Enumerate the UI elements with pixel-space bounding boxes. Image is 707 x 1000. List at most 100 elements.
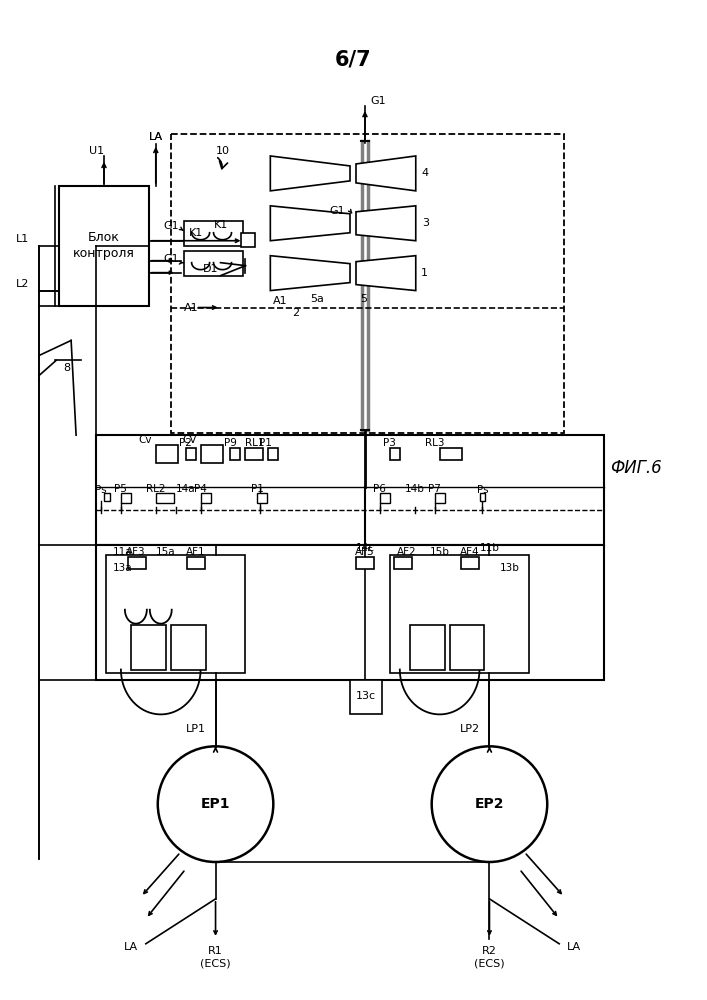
Text: 3: 3 [422, 218, 428, 228]
Text: 6/7: 6/7 [334, 49, 371, 69]
FancyArrowPatch shape [218, 158, 228, 169]
Text: 2: 2 [292, 308, 299, 318]
Text: (ECS): (ECS) [200, 959, 231, 969]
Text: P7: P7 [428, 484, 441, 494]
Text: G1: G1 [163, 254, 179, 264]
Bar [257, 493, 267, 503]
Text: AF4: AF4 [460, 547, 479, 557]
Text: A1: A1 [273, 296, 288, 306]
Text: R1: R1 [208, 946, 223, 956]
Text: 10: 10 [216, 146, 230, 156]
Bar [131, 625, 165, 670]
Text: AF3: AF3 [126, 547, 146, 557]
Bar [184, 221, 243, 246]
Text: (ECS): (ECS) [474, 959, 505, 969]
Text: RL3: RL3 [425, 438, 445, 448]
Text: AF2: AF2 [397, 547, 416, 557]
Text: G1: G1 [370, 96, 385, 106]
Text: 13b: 13b [499, 563, 520, 573]
Bar [435, 493, 445, 503]
Bar [201, 445, 223, 463]
Text: 13a: 13a [113, 563, 133, 573]
Text: L1: L1 [16, 234, 29, 244]
Bar [410, 625, 445, 670]
Text: 8: 8 [64, 363, 71, 373]
Text: P5: P5 [115, 484, 127, 494]
Bar [380, 493, 390, 503]
Text: P3: P3 [383, 438, 397, 448]
Text: 14b: 14b [405, 484, 425, 494]
Text: LP2: LP2 [460, 724, 479, 734]
Bar [440, 448, 462, 460]
Text: L2: L2 [16, 279, 29, 289]
Bar [230, 448, 240, 460]
Text: Ps: Ps [477, 485, 489, 495]
Text: 5a: 5a [310, 294, 324, 304]
Bar [479, 493, 486, 501]
Text: LA: LA [567, 942, 581, 952]
Polygon shape [270, 256, 350, 291]
Text: RL2: RL2 [146, 484, 165, 494]
Polygon shape [356, 206, 416, 241]
Text: Ps: Ps [95, 485, 107, 495]
Text: 4: 4 [422, 168, 429, 178]
Bar [156, 493, 174, 503]
Text: Блок: Блок [88, 231, 120, 244]
Bar [156, 445, 177, 463]
Text: P2: P2 [180, 438, 192, 448]
Text: 11b: 11b [479, 543, 499, 553]
Text: CV: CV [182, 435, 197, 445]
Text: ФИГ.6: ФИГ.6 [610, 459, 662, 477]
Bar [269, 448, 279, 460]
Text: 14c: 14c [356, 543, 375, 553]
Text: 13c: 13c [356, 691, 376, 701]
Bar [184, 251, 243, 276]
Bar [170, 625, 206, 670]
Bar [104, 493, 110, 501]
Text: P4: P4 [194, 484, 207, 494]
Text: 1: 1 [421, 268, 428, 278]
Text: LA: LA [148, 132, 163, 142]
Text: контроля: контроля [73, 247, 135, 260]
Bar [96, 545, 604, 680]
Bar [390, 448, 400, 460]
Bar [106, 555, 245, 673]
Bar [350, 680, 382, 714]
Text: K1: K1 [189, 228, 203, 238]
Text: 15a: 15a [156, 547, 175, 557]
Text: 5: 5 [360, 294, 367, 304]
Polygon shape [270, 206, 350, 241]
Bar [356, 557, 374, 569]
Text: K1: K1 [214, 220, 228, 230]
Text: P9: P9 [224, 438, 237, 448]
Text: U1: U1 [89, 146, 104, 156]
Polygon shape [356, 156, 416, 191]
Text: G1: G1 [163, 221, 179, 231]
Text: AF5: AF5 [355, 547, 375, 557]
Text: R2: R2 [482, 946, 497, 956]
Text: G1: G1 [329, 206, 345, 216]
Polygon shape [270, 156, 350, 191]
Bar [242, 233, 255, 247]
Bar [390, 555, 530, 673]
Text: LA: LA [124, 942, 138, 952]
Text: EP1: EP1 [201, 797, 230, 811]
Bar [186, 448, 196, 460]
Text: P6: P6 [373, 484, 386, 494]
Bar [187, 557, 204, 569]
Text: 11a: 11a [113, 547, 133, 557]
Bar [245, 448, 263, 460]
Text: 15b: 15b [430, 547, 450, 557]
Bar [201, 493, 211, 503]
Text: AF1: AF1 [186, 547, 206, 557]
Text: P1: P1 [251, 484, 264, 494]
Bar [394, 557, 411, 569]
Bar [96, 435, 604, 545]
Text: 14a: 14a [176, 484, 195, 494]
Text: A1: A1 [184, 303, 198, 313]
Text: LP1: LP1 [186, 724, 206, 734]
Bar [59, 186, 148, 306]
Bar [460, 557, 479, 569]
Bar [121, 493, 131, 503]
Text: LA: LA [148, 132, 163, 142]
